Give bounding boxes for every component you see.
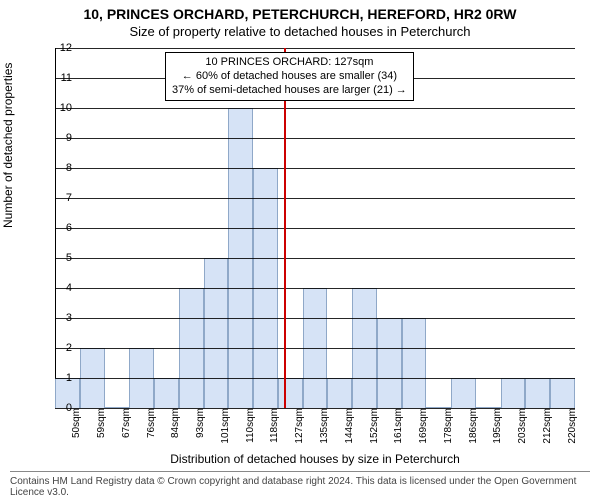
bar bbox=[525, 378, 550, 408]
grid-line bbox=[55, 108, 575, 109]
grid-line bbox=[55, 348, 575, 349]
bar bbox=[278, 378, 303, 408]
x-tick-label: 93sqm bbox=[195, 408, 206, 448]
x-tick-label: 135sqm bbox=[319, 408, 330, 448]
x-tick-label: 67sqm bbox=[121, 408, 132, 448]
grid-line bbox=[55, 198, 575, 199]
x-tick-label: 169sqm bbox=[418, 408, 429, 448]
x-tick-label: 101sqm bbox=[220, 408, 231, 448]
bar bbox=[204, 258, 229, 408]
grid-line bbox=[55, 48, 575, 49]
chart-subtitle: Size of property relative to detached ho… bbox=[0, 22, 600, 39]
y-tick-label: 9 bbox=[48, 132, 72, 144]
grid-line bbox=[55, 258, 575, 259]
x-tick-label: 212sqm bbox=[542, 408, 553, 448]
chart-title: 10, PRINCES ORCHARD, PETERCHURCH, HEREFO… bbox=[0, 0, 600, 22]
y-tick-label: 5 bbox=[48, 252, 72, 264]
grid-line bbox=[55, 138, 575, 139]
grid-line bbox=[55, 378, 575, 379]
x-tick-label: 203sqm bbox=[517, 408, 528, 448]
bar bbox=[550, 378, 575, 408]
y-tick-label: 10 bbox=[48, 102, 72, 114]
x-tick-label: 144sqm bbox=[344, 408, 355, 448]
grid-line bbox=[55, 168, 575, 169]
grid-line bbox=[55, 318, 575, 319]
bar bbox=[402, 318, 427, 408]
bar bbox=[377, 318, 402, 408]
bar bbox=[327, 378, 352, 408]
y-tick-label: 0 bbox=[48, 402, 72, 414]
x-tick-label: 220sqm bbox=[567, 408, 578, 448]
y-tick-label: 3 bbox=[48, 312, 72, 324]
x-tick-label: 152sqm bbox=[369, 408, 380, 448]
grid-line bbox=[55, 288, 575, 289]
y-tick-label: 7 bbox=[48, 192, 72, 204]
x-tick-label: 118sqm bbox=[269, 408, 280, 448]
y-tick-label: 2 bbox=[48, 342, 72, 354]
y-tick-label: 12 bbox=[48, 42, 72, 54]
y-tick-label: 11 bbox=[48, 72, 72, 84]
footer-attribution: Contains HM Land Registry data © Crown c… bbox=[10, 471, 590, 498]
x-tick-label: 186sqm bbox=[468, 408, 479, 448]
bar bbox=[154, 378, 179, 408]
bar bbox=[451, 378, 476, 408]
annotation-line: 10 PRINCES ORCHARD: 127sqm bbox=[172, 56, 407, 70]
x-tick-label: 59sqm bbox=[96, 408, 107, 448]
y-tick-label: 6 bbox=[48, 222, 72, 234]
plot-area: 10 PRINCES ORCHARD: 127sqm← 60% of detac… bbox=[55, 48, 575, 408]
grid-line bbox=[55, 228, 575, 229]
annotation-box: 10 PRINCES ORCHARD: 127sqm← 60% of detac… bbox=[165, 52, 414, 101]
x-axis-label: Distribution of detached houses by size … bbox=[55, 452, 575, 466]
x-tick-label: 178sqm bbox=[443, 408, 454, 448]
annotation-line: ← 60% of detached houses are smaller (34… bbox=[172, 70, 407, 84]
y-tick-label: 1 bbox=[48, 372, 72, 384]
annotation-line: 37% of semi-detached houses are larger (… bbox=[172, 84, 407, 98]
chart-container: 10, PRINCES ORCHARD, PETERCHURCH, HEREFO… bbox=[0, 0, 600, 500]
y-tick-label: 8 bbox=[48, 162, 72, 174]
x-tick-label: 127sqm bbox=[294, 408, 305, 448]
x-tick-label: 161sqm bbox=[393, 408, 404, 448]
x-tick-label: 110sqm bbox=[245, 408, 256, 448]
y-tick-label: 4 bbox=[48, 282, 72, 294]
x-tick-label: 195sqm bbox=[492, 408, 503, 448]
x-tick-label: 76sqm bbox=[146, 408, 157, 448]
x-tick-label: 50sqm bbox=[71, 408, 82, 448]
bar bbox=[501, 378, 526, 408]
y-axis-label: Number of detached properties bbox=[1, 63, 15, 228]
x-tick-label: 84sqm bbox=[170, 408, 181, 448]
reference-line-mark bbox=[284, 48, 286, 408]
